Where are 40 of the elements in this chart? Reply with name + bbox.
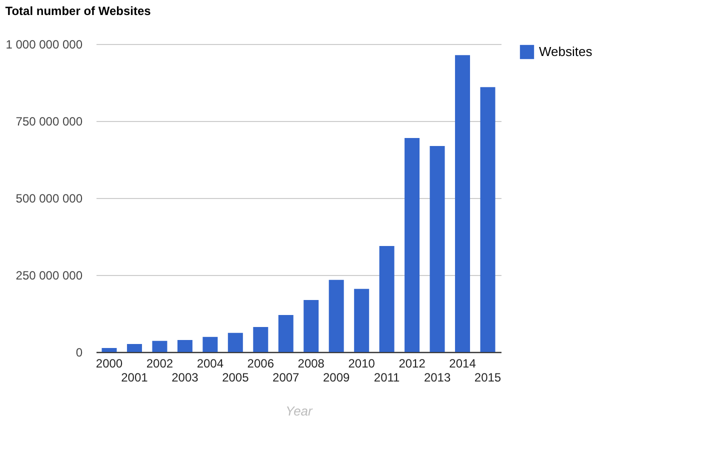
bar — [278, 315, 294, 352]
x-tick-label: 2000 — [96, 356, 123, 370]
bar — [177, 340, 192, 352]
x-tick-label: 2010 — [348, 356, 376, 370]
bar — [455, 55, 470, 352]
x-axis-title: Year — [286, 404, 314, 418]
x-tick-label: 2009 — [323, 370, 350, 384]
bar — [404, 138, 420, 352]
bar — [102, 348, 117, 352]
bar — [328, 280, 344, 352]
y-tick-label: 0 — [76, 346, 83, 360]
x-tick-label: 2001 — [121, 370, 148, 384]
x-tick-label: 2014 — [449, 356, 476, 370]
bar — [253, 327, 268, 352]
y-tick-label: 750 000 000 — [16, 114, 83, 128]
x-tick-label: 2013 — [424, 370, 451, 384]
y-tick-label: 500 000 000 — [16, 192, 83, 206]
x-tick-label: 2005 — [222, 370, 250, 384]
x-tick-label: 2015 — [474, 370, 502, 384]
bar — [228, 332, 243, 352]
x-tick-label: 2011 — [374, 370, 400, 384]
bar — [126, 344, 142, 352]
bar — [202, 336, 218, 352]
bar — [152, 340, 168, 352]
x-tick-label: 2004 — [196, 356, 224, 370]
y-tick-label: 250 000 000 — [16, 268, 83, 282]
bar — [304, 300, 319, 352]
bar — [354, 288, 370, 352]
x-tick-label: 2002 — [146, 356, 174, 370]
x-tick-label: 2006 — [247, 356, 274, 370]
x-tick-label: 2012 — [398, 356, 426, 370]
x-tick-label: 2007 — [272, 370, 300, 384]
y-tick-label: 1 000 000 000 — [6, 38, 83, 52]
bar — [480, 87, 496, 352]
x-tick-label: 2003 — [172, 370, 199, 384]
bar — [430, 146, 445, 352]
bar — [379, 246, 394, 352]
chart-title: Total number of Websites — [5, 4, 152, 18]
legend-label: Websites — [539, 44, 593, 59]
x-tick-label: 2008 — [298, 356, 325, 370]
